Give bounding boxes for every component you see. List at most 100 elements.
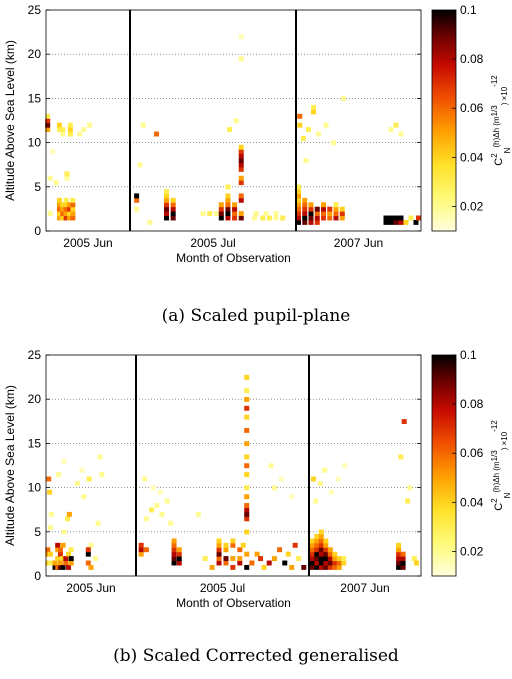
colorbar-tick-label: 0.06 bbox=[460, 101, 484, 115]
heatmap-cell bbox=[328, 489, 334, 495]
heatmap-cell bbox=[63, 202, 69, 208]
heatmap-cell bbox=[56, 472, 62, 478]
heatmap-cell bbox=[150, 485, 156, 491]
heatmap-cell bbox=[321, 215, 326, 221]
heatmap-cell bbox=[60, 131, 66, 137]
y-tick-label: 20 bbox=[28, 47, 42, 61]
heatmap-cell bbox=[238, 158, 244, 163]
x-tick-label: 2007 Jun bbox=[340, 581, 389, 595]
heatmap-cell bbox=[327, 206, 333, 212]
heatmap-cell bbox=[244, 374, 250, 380]
heatmap-cell bbox=[289, 564, 295, 570]
heatmap-cell bbox=[332, 556, 338, 562]
heatmap-cell bbox=[52, 560, 58, 566]
x-tick-label: 2005 Jul bbox=[200, 581, 245, 595]
heatmap-cell bbox=[310, 476, 316, 482]
heatmap-cell bbox=[81, 127, 87, 133]
heatmap-cell bbox=[56, 197, 62, 203]
heatmap-cell bbox=[244, 405, 250, 411]
heatmap-cell bbox=[314, 534, 320, 539]
heatmap-cell bbox=[388, 215, 394, 221]
heatmap-cell bbox=[57, 560, 63, 566]
heatmap-cell bbox=[227, 127, 233, 133]
heatmap-cell bbox=[278, 476, 284, 482]
heatmap-cell bbox=[261, 564, 267, 570]
heatmap-cell bbox=[314, 219, 320, 225]
heatmap-cell bbox=[244, 516, 250, 522]
heatmap-cell bbox=[314, 551, 320, 557]
heatmap-cell bbox=[238, 56, 244, 62]
heatmap-cell bbox=[56, 215, 62, 221]
heatmap-cell bbox=[171, 551, 177, 557]
heatmap-cell bbox=[327, 215, 333, 221]
x-tick-label: 2005 Jun bbox=[63, 236, 112, 250]
heatmap-cell bbox=[66, 551, 71, 557]
heatmap-cell bbox=[271, 485, 277, 491]
heatmap-cell bbox=[97, 454, 103, 460]
heatmap-cell bbox=[244, 485, 250, 491]
heatmap-cell bbox=[396, 564, 402, 570]
heatmap-cell bbox=[238, 180, 244, 186]
caption-a: (a) Scaled pupil-plane bbox=[161, 306, 351, 326]
heatmap-cell bbox=[302, 197, 308, 203]
heatmap-cell bbox=[85, 551, 91, 557]
heatmap-cell bbox=[45, 127, 51, 133]
heatmap-cell bbox=[195, 511, 201, 517]
heatmap-cell bbox=[308, 206, 314, 212]
heatmap-cell bbox=[318, 556, 324, 562]
heatmap-cell bbox=[327, 211, 333, 217]
heatmap-cell bbox=[223, 560, 229, 566]
heatmap-cell bbox=[336, 564, 342, 570]
heatmap-cell bbox=[400, 556, 406, 562]
y-tick-label: 20 bbox=[28, 392, 42, 406]
heatmap-cell bbox=[333, 206, 339, 212]
heatmap-cell bbox=[154, 503, 160, 508]
heatmap-cell bbox=[134, 206, 140, 212]
heatmap-cell bbox=[341, 556, 347, 562]
heatmap-cell bbox=[266, 560, 272, 566]
heatmap-cell bbox=[289, 494, 295, 500]
heatmap-cell bbox=[88, 564, 94, 570]
heatmap-cell bbox=[63, 206, 69, 212]
heatmap-cell bbox=[393, 219, 399, 225]
heatmap-cell bbox=[45, 118, 51, 124]
heatmap-cell bbox=[237, 556, 243, 562]
heatmap-cell bbox=[218, 215, 224, 221]
heatmap-cell bbox=[308, 211, 314, 217]
heatmap-cell bbox=[327, 560, 333, 566]
heatmap-cell bbox=[138, 551, 144, 557]
heatmap-cell bbox=[47, 489, 53, 495]
heatmap-cell bbox=[60, 564, 66, 570]
heatmap-cell bbox=[79, 467, 85, 473]
heatmap-cell bbox=[398, 215, 404, 221]
colorbar-title: C2N(h)Δh (m1/3) ×10-12 bbox=[490, 420, 512, 511]
heatmap-cell bbox=[268, 463, 274, 469]
heatmap-cell bbox=[238, 162, 244, 168]
heatmap-cell bbox=[67, 206, 73, 212]
heatmap-cell bbox=[168, 520, 174, 526]
heatmap-cell bbox=[296, 193, 301, 199]
heatmap-cell bbox=[240, 542, 246, 548]
heatmap-cell bbox=[396, 551, 402, 557]
heatmap-cell bbox=[218, 206, 224, 212]
heatmap-cell bbox=[327, 564, 333, 570]
heatmap-cell bbox=[147, 219, 153, 225]
heatmap-cell bbox=[318, 551, 324, 557]
heatmap-cell bbox=[86, 476, 92, 482]
heatmap-cell bbox=[70, 202, 76, 208]
heatmap-cell bbox=[244, 472, 250, 478]
heatmap-cell bbox=[68, 556, 74, 562]
heatmap-cell bbox=[296, 556, 302, 562]
heatmap-cell bbox=[85, 560, 91, 566]
heatmap-cell bbox=[70, 197, 76, 203]
y-tick-label: 5 bbox=[34, 525, 41, 539]
heatmap-cell bbox=[45, 547, 51, 553]
heatmap-cell bbox=[164, 189, 170, 194]
heatmap-cell bbox=[65, 516, 71, 522]
heatmap-cell bbox=[225, 193, 231, 199]
figure-panel-a: 0 5 10 15 20 25 2005 Jun 2005 Jul 2007 Jun Month … bbox=[3, 3, 512, 326]
heatmap-cell bbox=[171, 556, 177, 562]
heatmap-cell bbox=[45, 551, 51, 557]
heatmap-cell bbox=[333, 215, 339, 221]
heatmap-cell bbox=[238, 211, 244, 217]
